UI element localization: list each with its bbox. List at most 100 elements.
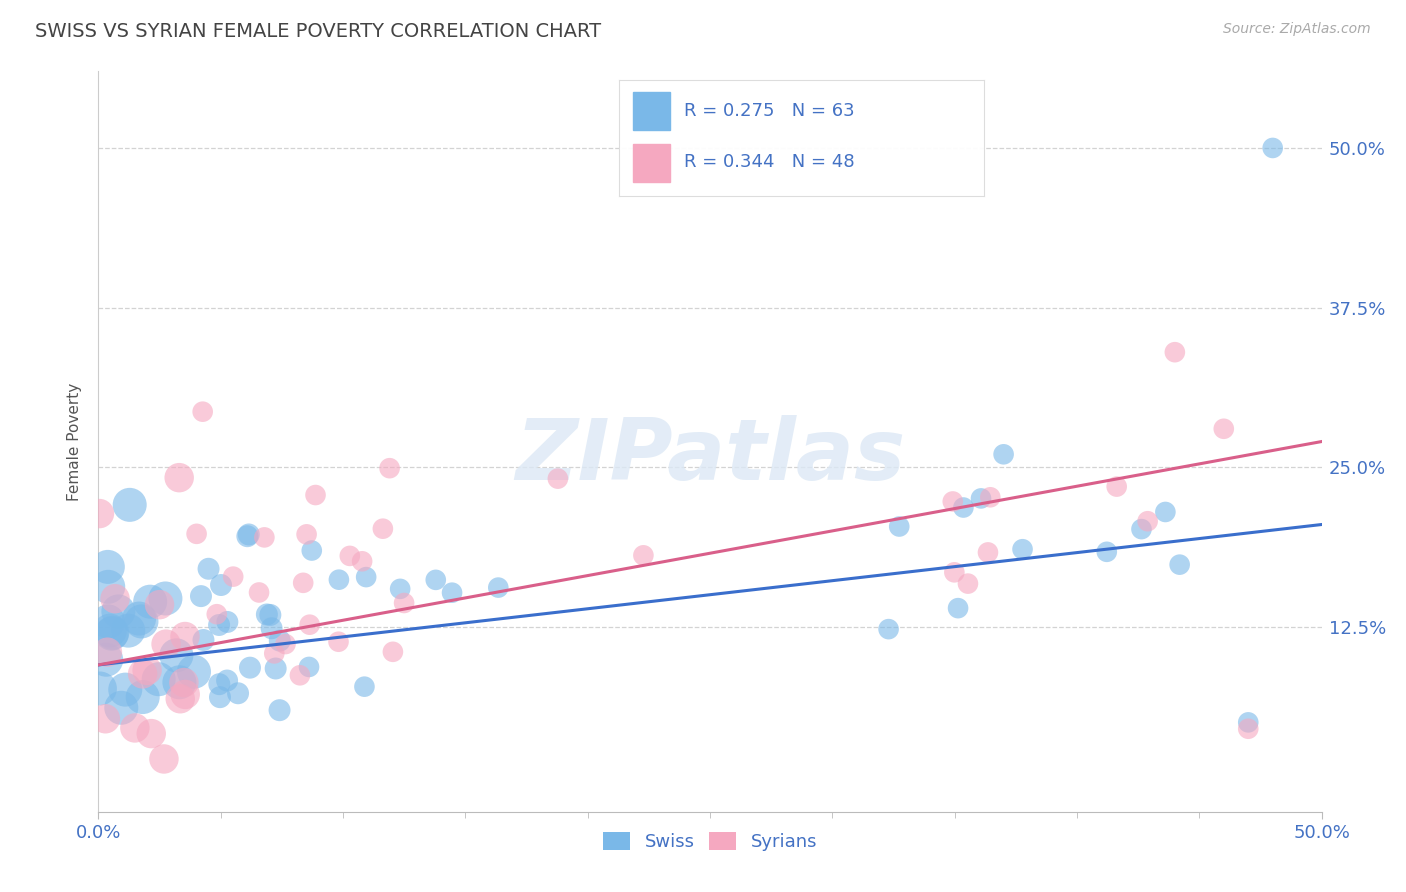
Point bbox=[174, 688, 197, 702]
Text: ZIPatlas: ZIPatlas bbox=[515, 415, 905, 498]
Point bbox=[239, 661, 262, 675]
Point bbox=[155, 591, 177, 606]
Point bbox=[169, 691, 191, 706]
Point bbox=[97, 580, 120, 594]
Point bbox=[1154, 505, 1177, 519]
Point bbox=[209, 578, 232, 592]
Point bbox=[167, 470, 190, 484]
Point bbox=[1237, 722, 1260, 736]
Text: R = 0.275   N = 63: R = 0.275 N = 63 bbox=[685, 102, 855, 120]
Point bbox=[238, 527, 260, 541]
Point bbox=[970, 491, 993, 506]
Point bbox=[117, 624, 139, 638]
Point bbox=[155, 637, 177, 651]
Point bbox=[425, 573, 447, 587]
Point bbox=[295, 527, 318, 541]
Point bbox=[190, 589, 212, 603]
Point bbox=[1168, 558, 1191, 572]
Point bbox=[101, 625, 124, 640]
Point bbox=[131, 690, 153, 704]
Point bbox=[89, 681, 111, 696]
Point bbox=[174, 630, 197, 644]
Point bbox=[124, 721, 146, 735]
Point bbox=[148, 598, 170, 612]
Point bbox=[328, 573, 350, 587]
Point bbox=[381, 645, 404, 659]
Point bbox=[259, 607, 281, 622]
Point bbox=[441, 585, 464, 599]
Point bbox=[877, 622, 900, 636]
Point bbox=[141, 726, 163, 740]
Point bbox=[371, 522, 394, 536]
Point bbox=[104, 591, 127, 606]
Point bbox=[94, 712, 117, 726]
Point bbox=[288, 668, 311, 682]
Point bbox=[205, 607, 228, 622]
Point bbox=[977, 545, 1000, 559]
Point bbox=[889, 519, 911, 533]
Point bbox=[100, 627, 122, 641]
Point bbox=[946, 601, 969, 615]
Point bbox=[353, 680, 375, 694]
Point bbox=[269, 703, 291, 717]
Point bbox=[208, 618, 231, 632]
Point bbox=[96, 653, 118, 667]
Point bbox=[193, 632, 215, 647]
Point bbox=[208, 690, 231, 705]
Point bbox=[131, 615, 153, 629]
Point bbox=[89, 507, 111, 521]
Point bbox=[1261, 141, 1284, 155]
Point bbox=[131, 666, 153, 681]
Point bbox=[633, 549, 655, 563]
Point bbox=[328, 634, 350, 648]
Point bbox=[169, 675, 191, 690]
Point bbox=[1011, 542, 1033, 557]
FancyBboxPatch shape bbox=[633, 144, 669, 182]
Point bbox=[136, 664, 159, 678]
Point bbox=[226, 686, 249, 700]
Point bbox=[118, 498, 141, 512]
Point bbox=[274, 637, 297, 651]
Point bbox=[486, 581, 509, 595]
Point bbox=[114, 682, 136, 697]
Point bbox=[1212, 422, 1234, 436]
Point bbox=[260, 621, 283, 635]
Text: SWISS VS SYRIAN FEMALE POVERTY CORRELATION CHART: SWISS VS SYRIAN FEMALE POVERTY CORRELATI… bbox=[35, 22, 602, 41]
Point bbox=[378, 461, 401, 475]
Point bbox=[256, 607, 278, 622]
Point bbox=[301, 543, 323, 558]
Point bbox=[236, 529, 259, 543]
Point bbox=[222, 569, 245, 583]
Point bbox=[96, 645, 118, 659]
Y-axis label: Female Poverty: Female Poverty bbox=[67, 383, 83, 500]
Point bbox=[97, 560, 120, 574]
Point bbox=[183, 665, 205, 679]
Point bbox=[392, 596, 415, 610]
FancyBboxPatch shape bbox=[633, 92, 669, 130]
Point bbox=[139, 595, 162, 609]
Point bbox=[547, 472, 569, 486]
Point bbox=[292, 575, 315, 590]
Point bbox=[269, 633, 291, 648]
Point bbox=[153, 752, 176, 766]
Point bbox=[298, 660, 321, 674]
Point bbox=[993, 447, 1015, 461]
Point bbox=[110, 700, 132, 714]
Point bbox=[354, 570, 377, 584]
Point bbox=[952, 500, 974, 515]
Point bbox=[943, 566, 966, 580]
Point bbox=[942, 494, 965, 508]
Point bbox=[217, 615, 239, 629]
Point bbox=[253, 530, 276, 544]
Point bbox=[1095, 545, 1118, 559]
Point bbox=[339, 549, 361, 563]
Point bbox=[186, 526, 208, 541]
Point bbox=[97, 615, 120, 629]
Point bbox=[217, 673, 239, 688]
Point bbox=[1237, 715, 1260, 730]
Point bbox=[956, 576, 979, 591]
Point bbox=[128, 611, 150, 625]
Point bbox=[208, 677, 231, 691]
Text: Source: ZipAtlas.com: Source: ZipAtlas.com bbox=[1223, 22, 1371, 37]
Point bbox=[1164, 345, 1187, 359]
